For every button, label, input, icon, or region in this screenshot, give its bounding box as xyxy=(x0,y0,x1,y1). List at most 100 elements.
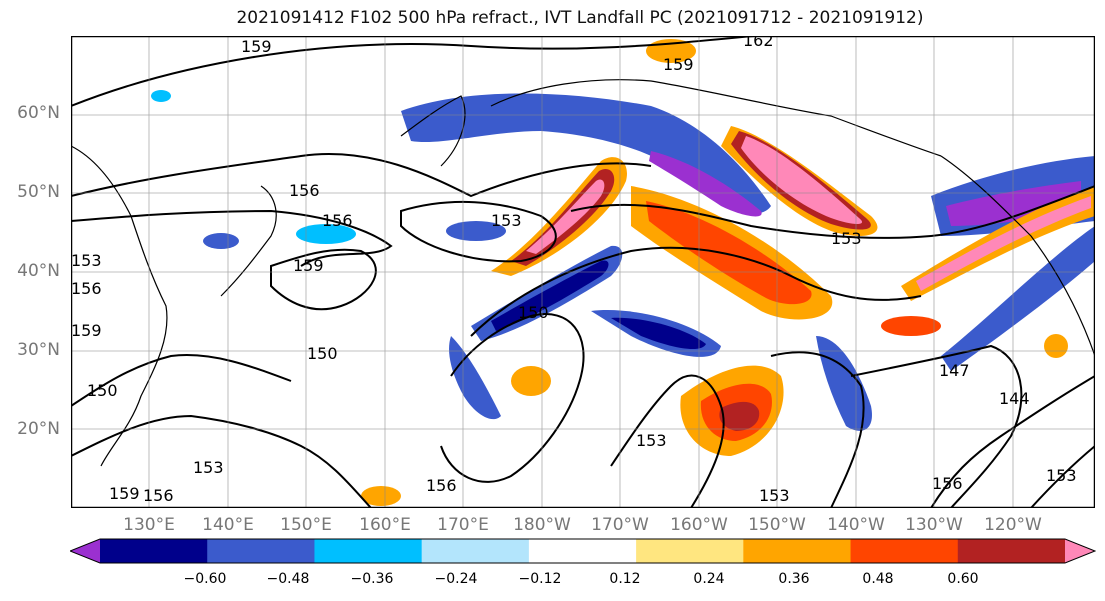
contour-label: 153 xyxy=(831,229,862,248)
contour-label: 153 xyxy=(759,486,790,505)
lon-label: 120°W xyxy=(984,515,1042,535)
contour-labels: 159 162 159 156 156 153 159 153 150 150 … xyxy=(71,36,1077,505)
contour-label: 159 xyxy=(663,55,694,74)
contour-line xyxy=(71,36,764,107)
negative-anomaly-band xyxy=(816,336,872,431)
negative-anomaly-band xyxy=(941,226,1095,371)
positive-anomaly-region xyxy=(646,201,812,305)
positive-anomaly-blob xyxy=(511,366,551,396)
colorbar-segment xyxy=(207,539,315,563)
lon-label: 170°E xyxy=(437,515,489,535)
lat-label: 60°N xyxy=(17,103,60,123)
contour-label: 156 xyxy=(71,279,102,298)
colorbar-segment xyxy=(850,539,959,563)
positive-anomaly-band xyxy=(741,136,863,224)
colorbar-tick-label: 0.60 xyxy=(947,571,979,587)
colorbar-segment xyxy=(421,539,530,563)
lat-label: 20°N xyxy=(17,419,60,439)
lon-label: 170°W xyxy=(591,515,649,535)
contour-label: 156 xyxy=(143,486,174,505)
contour-label: 144 xyxy=(999,389,1030,408)
lon-label: 140°W xyxy=(827,515,885,535)
coastline-japan xyxy=(220,185,277,297)
map-title: 2021091412 F102 500 hPa refract., IVT La… xyxy=(236,8,924,28)
positive-anomaly-band xyxy=(916,196,1091,291)
contour-label: 153 xyxy=(193,458,224,477)
lat-label: 30°N xyxy=(17,340,60,360)
colorbar-segment xyxy=(743,539,852,563)
coastline-alaska xyxy=(490,79,942,157)
negative-anomaly-band xyxy=(649,151,762,217)
colorbar-tick-label: −0.60 xyxy=(183,571,227,587)
contour-label: 159 xyxy=(293,256,324,275)
positive-anomaly-region xyxy=(719,401,760,431)
colorbar-outline xyxy=(70,538,1096,564)
colorbar-tick-label: −0.12 xyxy=(518,571,562,587)
contour-line xyxy=(400,200,557,263)
colorbar-tick-label: −0.48 xyxy=(266,571,310,587)
colorbar-segment xyxy=(1065,539,1095,563)
contour-label: 156 xyxy=(289,181,320,200)
contour-label: 153 xyxy=(1046,466,1077,485)
contour-label: 162 xyxy=(743,36,774,50)
contour-label: 159 xyxy=(109,484,140,503)
contour-label: 150 xyxy=(87,381,118,400)
contour-label: 150 xyxy=(307,344,338,363)
contour-line xyxy=(1030,445,1095,508)
lat-label: 40°N xyxy=(17,261,60,281)
negative-anomaly-blob xyxy=(203,233,239,249)
contour-line xyxy=(850,344,1023,508)
lon-label: 130°W xyxy=(905,515,963,535)
lon-label: 150°E xyxy=(280,515,332,535)
contour-line xyxy=(440,313,585,483)
negative-anomaly-blob xyxy=(296,224,356,244)
colorbar-segment xyxy=(636,539,744,563)
colorbar-tick-label: 0.24 xyxy=(693,571,725,587)
colorbar-segments xyxy=(70,538,1096,564)
contour-label: 156 xyxy=(322,211,353,230)
negative-anomaly-band xyxy=(611,317,706,350)
lon-label: 150°W xyxy=(748,515,806,535)
negative-anomaly-blob xyxy=(446,221,506,241)
colorbar xyxy=(70,538,1096,564)
coastlines xyxy=(71,79,1095,467)
colorbar-tick-label: −0.36 xyxy=(350,571,394,587)
graticule xyxy=(71,36,1095,508)
colorbar-segment xyxy=(70,539,100,563)
contour-line xyxy=(610,374,725,508)
map-plot: 159 162 159 156 156 153 159 153 150 150 … xyxy=(71,36,1095,508)
colorbar-tick-label: 0.12 xyxy=(609,571,641,587)
positive-anomaly-blob xyxy=(881,316,941,336)
negative-anomaly-band xyxy=(401,93,771,214)
lon-label: 160°E xyxy=(359,515,411,535)
contour-line xyxy=(71,414,372,508)
positive-anomaly-blob xyxy=(1044,334,1068,358)
map-content: 159 162 159 156 156 153 159 153 150 150 … xyxy=(71,36,1095,508)
colorbar-tick-label: 0.48 xyxy=(862,571,894,587)
colorbar-segment xyxy=(528,539,637,563)
contour-line xyxy=(930,375,1095,508)
map-frame xyxy=(71,36,1095,508)
lon-label: 180°W xyxy=(513,515,571,535)
coastline-asia xyxy=(71,145,168,467)
negative-anomaly-band xyxy=(491,260,609,331)
contour-label: 156 xyxy=(932,474,963,493)
negative-anomaly-band xyxy=(449,336,501,420)
contour-label: 153 xyxy=(491,211,522,230)
coastline-kamchatka xyxy=(400,95,466,167)
colorbar-tick-label: −0.24 xyxy=(434,571,478,587)
contour-line xyxy=(71,209,393,267)
contour-line xyxy=(71,354,292,407)
coastline-na-west xyxy=(940,155,1095,357)
colorbar-tick-label: 0.36 xyxy=(778,571,810,587)
contour-label: 153 xyxy=(71,251,102,270)
positive-anomaly-band xyxy=(526,179,605,254)
contour-line xyxy=(770,351,865,508)
contour-label: 147 xyxy=(939,361,970,380)
positive-anomaly-blob xyxy=(361,486,401,506)
contour-label: 156 xyxy=(426,476,457,495)
contour-label: 153 xyxy=(636,431,667,450)
contour-line xyxy=(570,185,1095,239)
contour-line xyxy=(270,248,377,311)
lat-label: 50°N xyxy=(17,182,60,202)
